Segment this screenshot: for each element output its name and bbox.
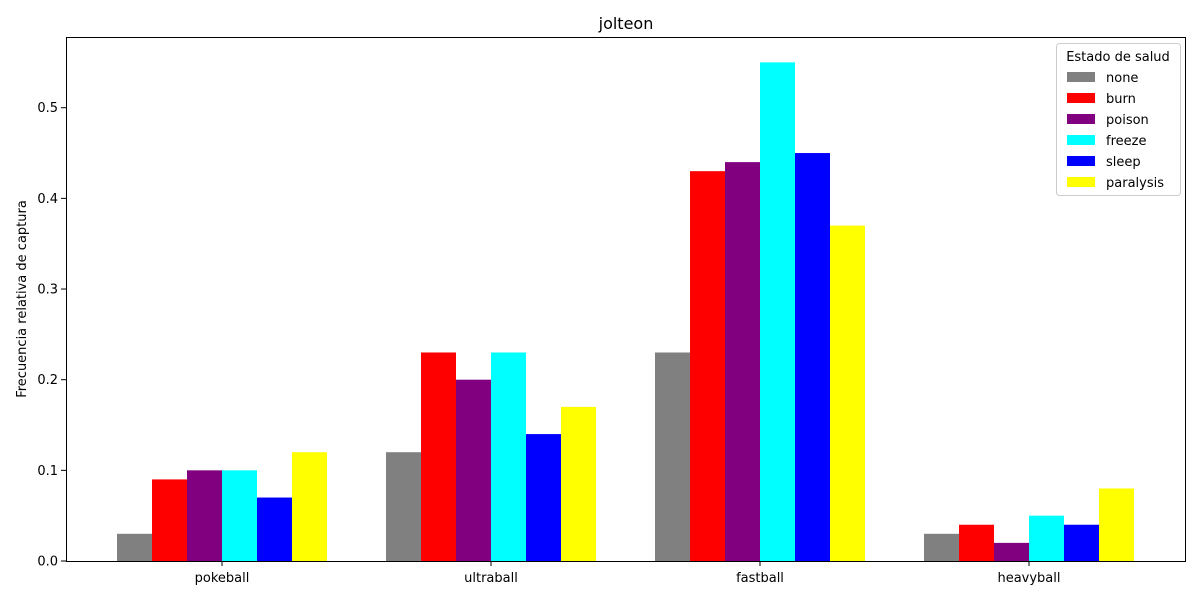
bar-none-ultraball	[386, 452, 421, 561]
bar-paralysis-ultraball	[561, 406, 596, 561]
plot-frame	[66, 37, 1186, 562]
chart-title: jolteon	[598, 14, 654, 33]
x-tick-label: ultraball	[464, 571, 518, 586]
y-tick-label: 0.3	[37, 283, 58, 298]
bar-paralysis-pokeball	[292, 452, 327, 561]
bar-burn-heavyball	[959, 524, 994, 561]
legend-swatch-burn	[1067, 93, 1095, 103]
x-tick-label: pokeball	[195, 571, 250, 586]
bar-none-heavyball	[924, 533, 959, 561]
y-tick-label: 0.1	[37, 464, 58, 479]
bar-sleep-fastball	[795, 153, 830, 562]
legend-label-sleep: sleep	[1106, 155, 1141, 170]
bar-poison-heavyball	[994, 542, 1029, 561]
bars-group	[117, 62, 1134, 562]
bar-freeze-heavyball	[1029, 515, 1064, 561]
bar-sleep-heavyball	[1064, 524, 1099, 561]
y-tick-label: 0.5	[37, 101, 58, 116]
bar-paralysis-heavyball	[1099, 488, 1134, 561]
bar-sleep-ultraball	[526, 434, 561, 561]
y-tick-label: 0.2	[37, 373, 58, 388]
legend-swatch-sleep	[1067, 156, 1095, 166]
legend-label-none: none	[1106, 71, 1138, 86]
bar-poison-fastball	[725, 162, 760, 562]
y-tick-label: 0.4	[37, 192, 58, 207]
legend-swatch-paralysis	[1067, 177, 1095, 187]
bar-burn-pokeball	[152, 479, 187, 561]
legend-items: none burn poison freeze sleep paralysis	[1067, 71, 1164, 191]
bar-none-pokeball	[117, 533, 152, 561]
x-axis: pokeball ultraball fastball heavyball	[195, 561, 1061, 586]
legend-swatch-freeze	[1067, 135, 1095, 145]
x-tick-label: heavyball	[997, 571, 1060, 586]
bar-poison-ultraball	[456, 379, 491, 561]
legend-title: Estado de salud	[1066, 50, 1170, 65]
legend-swatch-none	[1067, 72, 1095, 82]
y-axis-label: Frecuencia relativa de captura	[15, 200, 30, 398]
bar-sleep-pokeball	[257, 497, 292, 561]
x-tick-label: fastball	[736, 571, 784, 586]
legend-swatch-poison	[1067, 114, 1095, 124]
legend-label-poison: poison	[1106, 113, 1149, 128]
bar-freeze-ultraball	[491, 352, 526, 561]
bar-poison-pokeball	[187, 470, 222, 561]
y-tick-label: 0.0	[37, 555, 58, 570]
bar-burn-ultraball	[421, 352, 456, 561]
bar-freeze-pokeball	[222, 470, 257, 561]
legend: Estado de salud none burn poison freeze slee…	[1056, 43, 1181, 196]
legend-label-paralysis: paralysis	[1106, 176, 1164, 191]
y-axis: 0.0 0.1 0.2 0.3 0.4 0.5	[37, 101, 66, 570]
bar-none-fastball	[655, 352, 690, 561]
legend-label-freeze: freeze	[1106, 134, 1146, 149]
legend-label-burn: burn	[1106, 92, 1136, 107]
bar-freeze-fastball	[760, 62, 795, 561]
bar-burn-fastball	[690, 171, 725, 562]
bar-paralysis-fastball	[830, 225, 865, 561]
